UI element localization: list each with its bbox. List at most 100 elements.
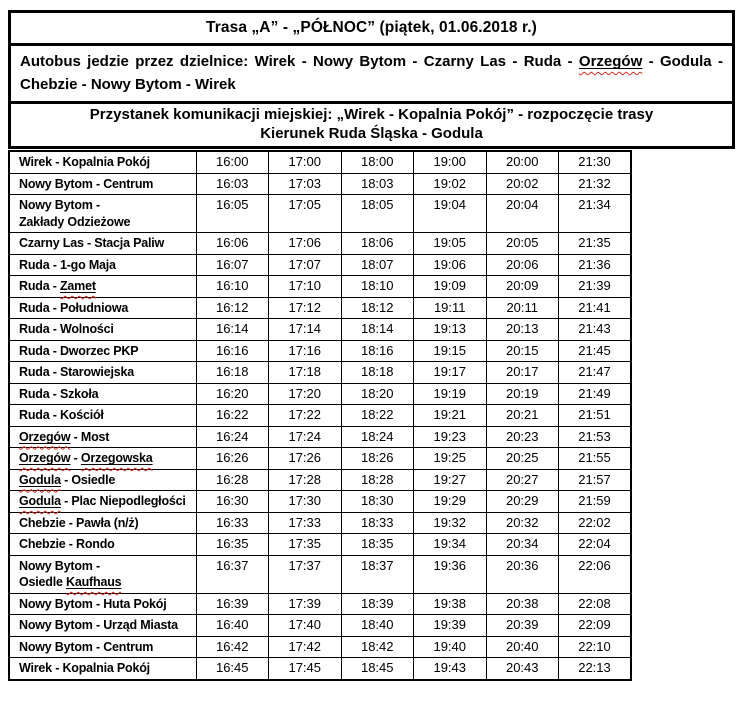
table-row: Ruda - Południowa 16:12 17:12 18:12 19:11 20:… [8,296,632,319]
departure-time-cell: 17:05 [268,194,342,233]
route-header: Trasa „A” - „PÓŁNOC” (piątek, 01.06.2018… [8,10,735,149]
departure-time-cell: 21:30 [558,150,632,174]
departure-time-cell: 21:39 [558,275,632,298]
stop-name-cell: Ruda - 1-go Maja [8,253,197,276]
departure-time-cell: 19:40 [413,635,487,658]
departure-time-cell: 17:06 [268,232,342,255]
departure-time-cell: 18:20 [340,382,414,405]
departure-time-cell: 20:32 [485,511,559,534]
departure-time-cell: 17:30 [268,490,342,513]
departure-time-cell: 19:05 [413,232,487,255]
stop-name-text: Nowy Bytom - Centrum [19,176,154,191]
departure-time-cell: 16:20 [195,382,269,405]
departure-time-cell: 22:08 [558,592,632,615]
departure-time-cell: 21:32 [558,172,632,195]
departure-time-cell: 22:09 [558,614,632,637]
departure-time-cell: 22:06 [558,554,632,594]
departure-time-cell: 21:57 [558,468,632,491]
departure-time-cell: 19:11 [413,296,487,319]
departure-timetable: Wirek - Kopalnia Pokój 16:00 17:00 18:00 19:… [8,150,632,681]
departure-time-cell: 19:09 [413,275,487,298]
stop-name-text: Zakłady Odzieżowe [19,214,131,229]
departure-time-cell: 19:38 [413,592,487,615]
departure-time-cell: 20:39 [485,614,559,637]
stop-name-text: Wirek - Kopalnia Pokój [19,661,150,675]
stop-name-text: Chebzie - Pawła (n/ż) [19,515,139,530]
departure-time-cell: 22:13 [558,657,632,680]
departure-time-cell: 20:34 [485,533,559,556]
departure-time-cell: 21:55 [558,447,632,470]
departure-time-cell: 20:06 [485,253,559,276]
route-districts-text: Autobus jedzie przez dzielnice: Wirek - … [11,43,732,101]
departure-time-cell: 16:10 [195,275,269,298]
stop-name-cell: Chebzie - Rondo [8,533,197,556]
table-row: Nowy Bytom - Osiedle Kaufhaus 16:37 17:37 18… [8,554,632,594]
departure-time-cell: 18:00 [340,150,414,174]
departure-time-cell: 17:20 [268,382,342,405]
stop-name-text: - Godula - Chebzie - Nowy Bytom - Wirek [20,53,723,93]
stop-name-text: Autobus jedzie przez dzielnice: Wirek - … [20,53,579,70]
route-title: Trasa „A” - „PÓŁNOC” (piątek, 01.06.2018… [206,19,537,36]
departure-time-cell: 21:51 [558,404,632,427]
departure-time-cell: 19:29 [413,490,487,513]
table-row: Nowy Bytom - Urząd Miasta 16:40 17:40 18:40… [8,614,632,637]
departure-time-cell: 19:13 [413,318,487,341]
departure-time-cell: 17:07 [268,253,342,276]
direction-line: Kierunek Ruda Śląska - Godula [260,124,483,142]
departure-time-cell: 17:28 [268,468,342,491]
departure-time-cell: 18:37 [340,554,414,594]
departure-time-cell: 17:00 [268,150,342,174]
departure-time-cell: 17:37 [268,554,342,594]
departure-time-cell: 18:16 [340,339,414,362]
departure-time-cell: 18:03 [340,172,414,195]
departure-time-cell: 20:15 [485,339,559,362]
departure-time-cell: 16:35 [195,533,269,556]
departure-time-cell: 17:39 [268,592,342,615]
table-row: Nowy Bytom - Zakłady Odzieżowe 16:05 17:05 1… [8,194,632,233]
departure-time-cell: 20:43 [485,657,559,680]
departure-time-cell: 21:43 [558,318,632,341]
stop-name-text: Wirek - Kopalnia Pokój [19,155,150,169]
departure-time-cell: 17:03 [268,172,342,195]
departure-time-cell: 17:10 [268,275,342,298]
misspelled-word: Orzegów [578,53,643,70]
stop-name-cell: Orzegów - Orzegowska [8,447,197,470]
table-row: Ruda - Zamet 16:10 17:10 18:10 19:09 20:09 21:… [8,275,632,298]
departure-time-cell: 16:33 [195,511,269,534]
table-row: Ruda - Dworzec PKP 16:16 17:16 18:16 19:15 20… [8,339,632,362]
stop-name-text: Czarny Las - Stacja Paliw [19,236,165,250]
departure-time-cell: 20:36 [485,554,559,594]
start-stop-line: Przystanek komunikacji miejskiej: „Wirek… [89,106,654,123]
departure-time-cell: 21:49 [558,382,632,405]
stop-name-text: Ruda - [19,279,60,293]
departure-time-cell: 16:06 [195,232,269,255]
stop-name-cell: Nowy Bytom - Huta Pokój [8,592,197,615]
departure-time-cell: 19:19 [413,382,487,405]
departure-time-cell: 16:39 [195,592,269,615]
departure-time-cell: 20:40 [485,635,559,658]
departure-time-cell: 17:35 [268,533,342,556]
departure-time-cell: 18:10 [340,275,414,298]
departure-time-cell: 19:23 [413,425,487,448]
misspelled-word: Orzegów [19,451,71,465]
table-row: Chebzie - Pawła (n/ż) 16:33 17:33 18:33 19:3… [8,511,632,534]
stop-name-text: Ruda - Wolności [19,322,114,336]
departure-time-cell: 17:24 [268,425,342,448]
table-row: Godula - Plac Niepodległości 16:30 17:30 18… [8,490,632,513]
stop-name-cell: Czarny Las - Stacja Paliw [8,232,197,255]
departure-time-cell: 18:05 [340,194,414,233]
departure-time-cell: 18:28 [340,468,414,491]
departure-time-cell: 17:12 [268,296,342,319]
departure-time-cell: 17:18 [268,361,342,384]
departure-time-cell: 19:36 [413,554,487,594]
stop-name-text: Ruda - Południowa [19,300,129,315]
table-row: Ruda - Starowiejska 16:18 17:18 18:18 19:17 2… [8,361,632,384]
table-row: Godula - Osiedle 16:28 17:28 18:28 19:27 20:2… [8,468,632,491]
departure-time-cell: 19:25 [413,447,487,470]
table-row: Wirek - Kopalnia Pokój 16:00 17:00 18:00 19:… [8,150,632,174]
stop-name-cell: Wirek - Kopalnia Pokój [8,150,197,174]
table-row: Chebzie - Rondo 16:35 17:35 18:35 19:34 20:34… [8,533,632,556]
departure-time-cell: 17:14 [268,318,342,341]
table-row: Ruda - Wolności 16:14 17:14 18:14 19:13 20:13… [8,318,632,341]
departure-time-cell: 18:06 [340,232,414,255]
